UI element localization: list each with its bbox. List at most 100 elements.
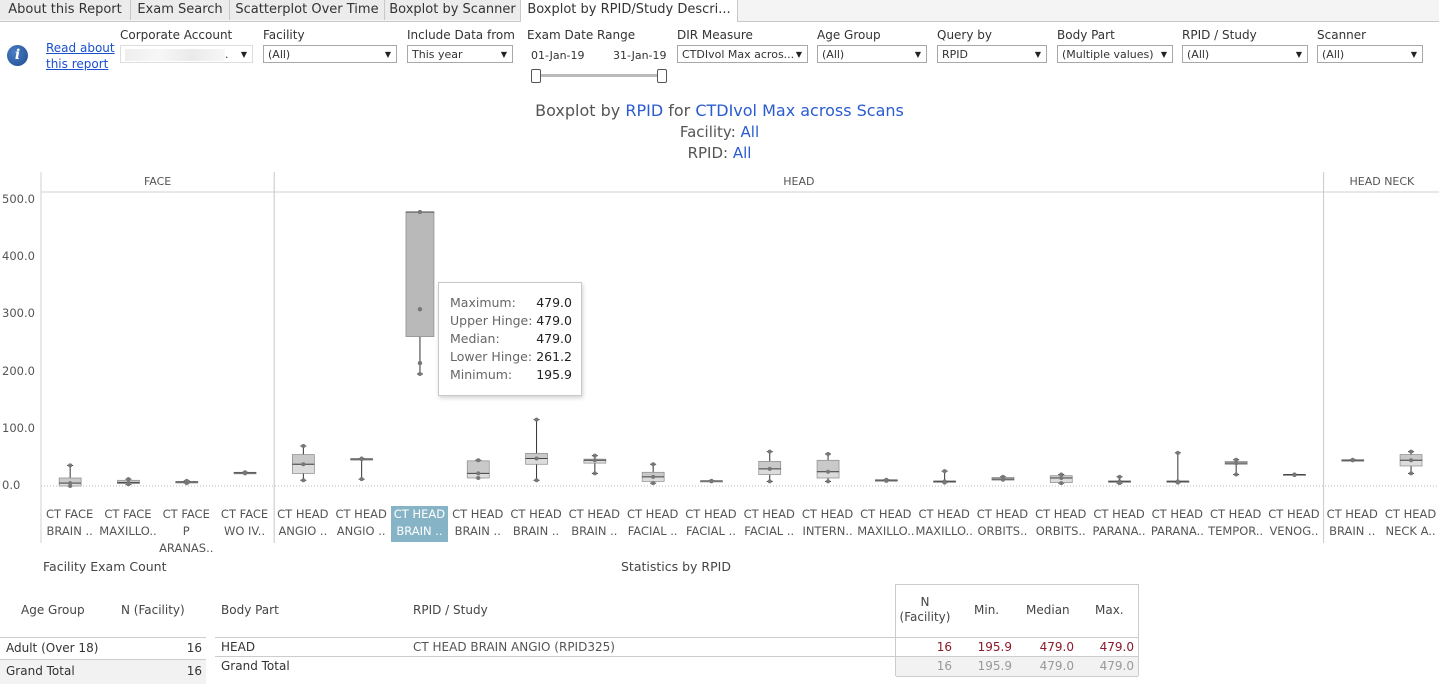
x-label-line1: CT HEAD [976, 507, 1029, 521]
facility-row-group: Adult (Over 18) [6, 641, 99, 655]
stats-col-n-line1: N [920, 595, 930, 609]
link-line-1[interactable]: Read about [46, 41, 115, 55]
info-icon[interactable]: i [7, 45, 28, 66]
x-label-line2: PARANA.. [1150, 524, 1204, 538]
data-point [1234, 461, 1239, 466]
x-category-label[interactable]: CT HEAD VENOG.. [1265, 506, 1322, 542]
date-range-slider-track[interactable] [536, 74, 662, 77]
data-point [826, 479, 831, 484]
x-label-line2: ANGIO .. [278, 524, 328, 538]
age-group-select[interactable]: (All) ▼ [817, 45, 927, 63]
data-point [534, 456, 539, 461]
x-label-line1: CT HEAD [1209, 507, 1262, 521]
corporate-account-label: Corporate Account [120, 28, 233, 42]
data-point [1059, 475, 1064, 480]
read-about-report-link[interactable]: Read about this report [46, 40, 116, 72]
boxplot-svg [40, 172, 1439, 543]
x-label-line2: ARANAS.. [159, 541, 214, 555]
link-line-2[interactable]: this report [46, 57, 109, 71]
body-part-label: Body Part [1057, 28, 1115, 42]
x-category-label[interactable]: CT HEAD BRAIN .. [449, 506, 506, 542]
x-category-label[interactable]: CT HEAD BRAIN .. [1324, 506, 1381, 542]
data-point [651, 462, 656, 467]
tooltip-key: Median: [450, 331, 500, 346]
x-label-line2: MAXILLO.. [99, 524, 157, 538]
x-category-label[interactable]: CT HEAD FACIAL .. [682, 506, 739, 542]
x-category-label[interactable]: CT HEAD PARANA.. [1090, 506, 1147, 542]
data-point [1234, 457, 1239, 462]
chevron-down-icon: ▼ [1034, 50, 1041, 59]
stats-total-max: 479.0 [1099, 659, 1134, 673]
data-point [709, 478, 714, 483]
x-category-label[interactable]: CT HEAD BRAIN .. [507, 506, 564, 542]
data-point [1000, 474, 1005, 479]
x-category-label[interactable]: CT HEAD FACIAL .. [624, 506, 681, 542]
date-range-end-handle[interactable] [657, 69, 667, 83]
chevron-down-icon: ▼ [795, 50, 802, 59]
x-label-line1: CT HEAD [1151, 507, 1204, 521]
x-category-label[interactable]: CT HEAD MAXILLO.. [916, 506, 973, 542]
x-category-label[interactable]: CT FACE P ARANAS.. [158, 506, 215, 555]
tooltip-key: Maximum: [450, 295, 516, 310]
x-label-line2: ORBITS.. [1035, 524, 1086, 538]
x-category-label[interactable]: CT HEAD ORBITS.. [1032, 506, 1089, 542]
data-point [884, 477, 889, 482]
x-category-label[interactable]: CT HEAD ANGIO .. [333, 506, 390, 542]
data-point [1117, 474, 1122, 479]
y-tick-label: 200.0 [2, 363, 35, 378]
data-point [592, 458, 597, 463]
x-label-line1: CT HEAD [1035, 507, 1087, 521]
data-point [826, 469, 831, 474]
tab-exam-search[interactable]: Exam Search [131, 0, 230, 20]
tooltip-value: 479.0 [536, 295, 572, 310]
x-category-label[interactable]: CT HEAD ANGIO .. [274, 506, 331, 542]
x-label-line1: CT HEAD [1384, 507, 1437, 521]
title-measure: CTDIvol Max across Scans [695, 101, 904, 120]
x-category-label[interactable]: CT HEAD PARANA.. [1149, 506, 1206, 542]
x-label-line2: BRAIN .. [1329, 524, 1376, 538]
x-category-label[interactable]: CT HEAD MAXILLO.. [857, 506, 914, 542]
x-category-label[interactable]: CT FACE MAXILLO.. [99, 506, 156, 542]
x-label-line1: CT HEAD [1093, 507, 1145, 521]
data-point [534, 417, 539, 422]
data-point [476, 458, 481, 463]
facility-exam-count-title: Facility Exam Count [43, 559, 167, 574]
data-point [767, 479, 772, 484]
dir-measure-select[interactable]: CTDIvol Max acros... ▼ [677, 45, 808, 63]
x-category-label[interactable]: CT HEAD TEMPOR.. [1207, 506, 1264, 542]
tab-about-report[interactable]: About this Report [0, 0, 131, 20]
x-label-line1: CT HEAD [743, 507, 795, 521]
tooltip-median: Median: 479.0 [450, 331, 572, 349]
query-by-select[interactable]: RPID ▼ [937, 45, 1047, 63]
x-category-label[interactable]: CT HEAD ORBITS.. [974, 506, 1031, 542]
corporate-account-select[interactable]: . ▼ [120, 45, 253, 63]
data-point [942, 469, 947, 474]
data-point [301, 462, 306, 467]
date-range-start-handle[interactable] [531, 69, 541, 83]
tab-boxplot-by-rpid[interactable]: Boxplot by RPID/Study Descri... [520, 0, 738, 22]
data-point [476, 471, 481, 476]
data-point [184, 478, 189, 483]
rpid-subtitle-label: RPID: [687, 144, 733, 162]
x-category-label[interactable]: CT FACE BRAIN .. [41, 506, 98, 542]
x-category-label[interactable]: CT HEAD FACIAL .. [741, 506, 798, 542]
divider [0, 637, 206, 638]
body-part-select[interactable]: (Multiple values) ▼ [1057, 45, 1173, 63]
data-point [1292, 472, 1297, 477]
stats-total-bg [896, 657, 1138, 676]
dir-measure-value: CTDIvol Max acros... [682, 48, 795, 61]
x-label-line2: TEMPOR.. [1208, 524, 1264, 538]
include-data-from-select[interactable]: This year ▼ [407, 45, 513, 63]
x-category-label[interactable]: CT HEAD NECK A.. [1382, 506, 1439, 542]
chevron-down-icon: ▼ [1295, 50, 1302, 59]
x-category-label[interactable]: CT HEAD BRAIN .. [566, 506, 623, 542]
x-category-label[interactable]: CT FACE WO IV.. [216, 506, 273, 542]
facility-select[interactable]: (All) ▼ [263, 45, 397, 63]
rpid-study-select[interactable]: (All) ▼ [1182, 45, 1308, 63]
x-category-label[interactable]: CT HEAD BRAIN .. [390, 506, 449, 542]
data-point [651, 474, 656, 479]
x-category-label[interactable]: CT HEAD INTERN.. [799, 506, 856, 542]
tab-scatterplot-over-time[interactable]: Scatterplot Over Time [230, 0, 385, 20]
scanner-select[interactable]: (All) ▼ [1317, 45, 1423, 63]
tab-boxplot-by-scanner[interactable]: Boxplot by Scanner [385, 0, 521, 20]
